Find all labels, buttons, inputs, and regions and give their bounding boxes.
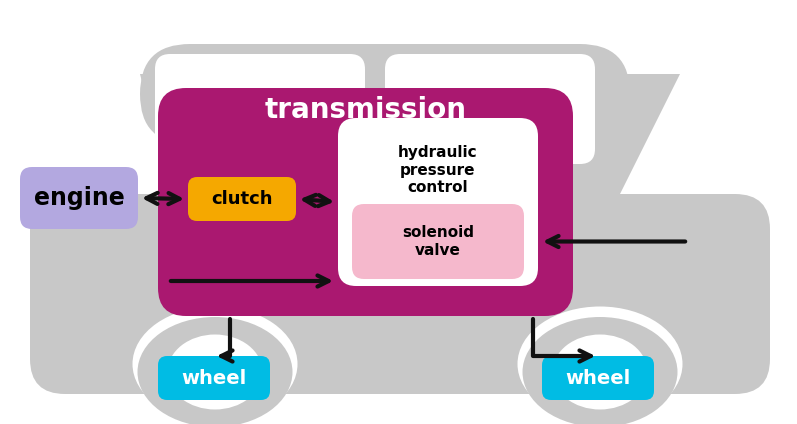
Text: wheel: wheel bbox=[182, 368, 246, 388]
FancyBboxPatch shape bbox=[140, 44, 630, 144]
Text: solenoid
valve: solenoid valve bbox=[402, 225, 474, 258]
FancyBboxPatch shape bbox=[542, 356, 654, 400]
Text: transmission: transmission bbox=[265, 96, 466, 124]
FancyBboxPatch shape bbox=[188, 177, 296, 221]
Ellipse shape bbox=[132, 307, 297, 421]
FancyBboxPatch shape bbox=[338, 118, 538, 286]
FancyBboxPatch shape bbox=[158, 356, 270, 400]
FancyBboxPatch shape bbox=[158, 88, 573, 316]
FancyBboxPatch shape bbox=[155, 54, 365, 164]
Text: wheel: wheel bbox=[565, 368, 630, 388]
FancyBboxPatch shape bbox=[352, 204, 524, 279]
Ellipse shape bbox=[523, 317, 677, 424]
Ellipse shape bbox=[517, 307, 682, 421]
FancyBboxPatch shape bbox=[385, 54, 595, 164]
FancyBboxPatch shape bbox=[30, 194, 770, 394]
FancyBboxPatch shape bbox=[20, 167, 138, 229]
Polygon shape bbox=[140, 74, 680, 194]
Text: engine: engine bbox=[33, 186, 124, 210]
Text: clutch: clutch bbox=[211, 190, 273, 208]
Ellipse shape bbox=[552, 335, 647, 410]
Ellipse shape bbox=[167, 335, 262, 410]
Text: hydraulic
pressure
control: hydraulic pressure control bbox=[398, 145, 478, 195]
Ellipse shape bbox=[138, 317, 292, 424]
